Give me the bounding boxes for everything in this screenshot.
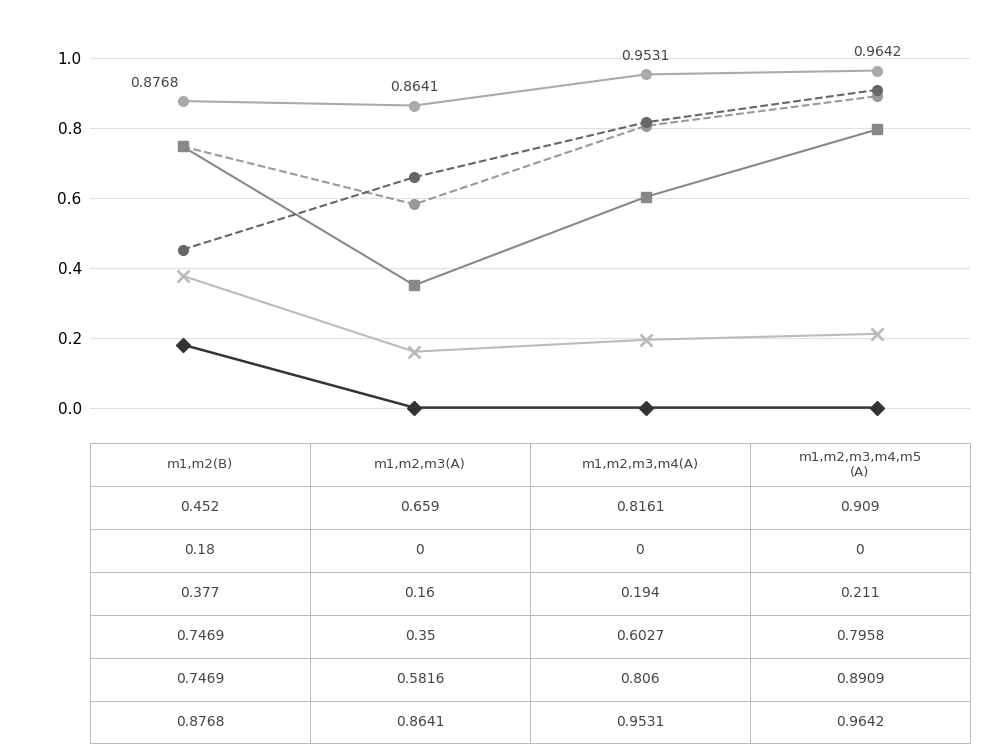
Bar [750, 572, 970, 615]
Bar [750, 486, 970, 529]
Text: 0.5816: 0.5816 [396, 672, 444, 686]
Text: 0.659: 0.659 [400, 500, 440, 514]
Text: 0: 0 [416, 544, 424, 557]
Bar [750, 701, 970, 743]
Text: 0.7469: 0.7469 [176, 672, 224, 686]
Bar [310, 529, 530, 572]
Text: 0.6027: 0.6027 [616, 629, 664, 643]
Text: 0.8768: 0.8768 [176, 715, 224, 729]
Text: 0.8161: 0.8161 [616, 500, 664, 514]
Bar [750, 658, 970, 701]
Bar [310, 701, 530, 743]
Bar [530, 529, 750, 572]
Text: 0.8641: 0.8641 [396, 715, 444, 729]
Text: 0.211: 0.211 [840, 587, 880, 600]
Bar [750, 529, 970, 572]
Bar [310, 486, 530, 529]
Text: 0.909: 0.909 [840, 500, 880, 514]
Text: 0.806: 0.806 [620, 672, 660, 686]
Bar [530, 572, 750, 615]
Bar [90, 443, 310, 486]
Text: 0.9531: 0.9531 [616, 715, 664, 729]
Bar [90, 658, 310, 701]
Text: 0.7958: 0.7958 [836, 629, 884, 643]
Text: 0.9531: 0.9531 [622, 50, 670, 63]
Bar [530, 443, 750, 486]
Text: 0.9642: 0.9642 [836, 715, 884, 729]
Text: 0.8768: 0.8768 [131, 76, 179, 90]
Bar [530, 658, 750, 701]
Bar [530, 615, 750, 658]
Bar [90, 572, 310, 615]
Text: 0.8641: 0.8641 [390, 80, 438, 95]
Bar [310, 572, 530, 615]
Text: 0.18: 0.18 [185, 544, 215, 557]
Text: 0.194: 0.194 [620, 587, 660, 600]
Text: m1,m2,m3,m4(A): m1,m2,m3,m4(A) [581, 458, 699, 471]
Text: 0.16: 0.16 [405, 587, 435, 600]
Text: 0: 0 [636, 544, 644, 557]
Bar [90, 615, 310, 658]
Bar [530, 701, 750, 743]
Bar [90, 529, 310, 572]
Text: 0.9642: 0.9642 [853, 45, 902, 59]
Text: m1,m2(B): m1,m2(B) [167, 458, 233, 471]
Bar [310, 443, 530, 486]
Text: 0.452: 0.452 [180, 500, 220, 514]
Bar [530, 486, 750, 529]
Text: 0.8909: 0.8909 [836, 672, 884, 686]
Bar [310, 615, 530, 658]
Text: m1,m2,m3(A): m1,m2,m3(A) [374, 458, 466, 471]
Bar [750, 443, 970, 486]
Text: 0: 0 [856, 544, 864, 557]
Text: m1,m2,m3,m4,m5
(A): m1,m2,m3,m4,m5 (A) [798, 451, 922, 478]
Bar [310, 658, 530, 701]
Bar [90, 486, 310, 529]
Bar [90, 701, 310, 743]
Text: 0.35: 0.35 [405, 629, 435, 643]
Bar [750, 615, 970, 658]
Text: 0.377: 0.377 [180, 587, 220, 600]
Text: 0.7469: 0.7469 [176, 629, 224, 643]
